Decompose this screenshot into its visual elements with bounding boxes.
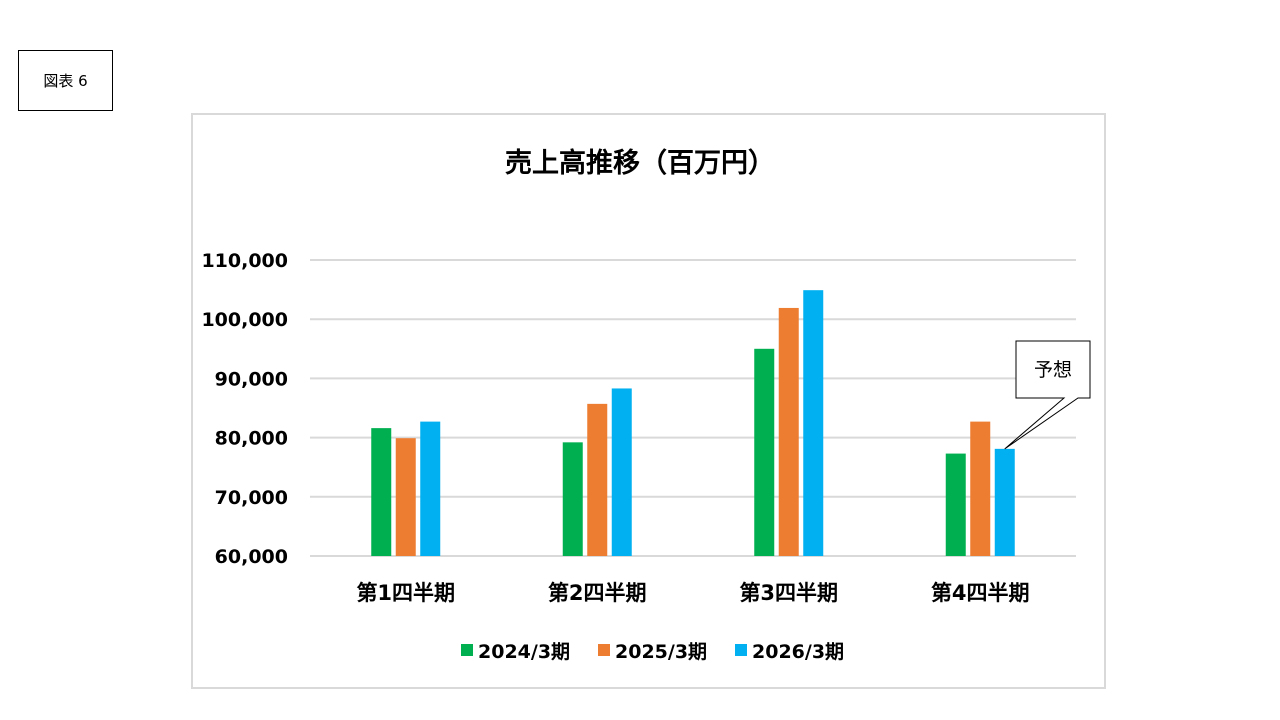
chart-frame <box>191 113 1106 689</box>
x-tick-label: 第4四半期 <box>931 581 1030 605</box>
bar <box>994 448 1015 556</box>
bar <box>754 348 775 556</box>
legend-label: 2024/3期 <box>478 641 570 663</box>
y-tick-label: 110,000 <box>201 250 288 272</box>
x-tick-label: 第2四半期 <box>548 581 647 605</box>
bar <box>420 421 441 556</box>
x-tick-label: 第1四半期 <box>356 581 455 605</box>
bar <box>803 290 824 556</box>
bar <box>562 442 583 556</box>
legend-swatch <box>735 644 747 656</box>
y-tick-label: 70,000 <box>215 487 288 509</box>
bar <box>970 421 991 556</box>
y-tick-label: 100,000 <box>201 309 288 331</box>
bar <box>587 403 608 556</box>
annotation-callout <box>1004 340 1091 450</box>
x-tick-label: 第3四半期 <box>739 581 838 605</box>
y-tick-label: 80,000 <box>215 428 288 450</box>
bar <box>945 453 966 556</box>
annotation-text: 予想 <box>1034 359 1072 381</box>
legend-label: 2026/3期 <box>752 641 844 663</box>
bar <box>395 438 416 556</box>
bar <box>371 428 392 556</box>
legend-swatch <box>461 644 473 656</box>
y-tick-label: 60,000 <box>215 546 288 568</box>
bar <box>778 307 799 556</box>
bar <box>611 388 632 556</box>
figure-label: 図表 6 <box>18 50 113 111</box>
y-tick-label: 90,000 <box>215 368 288 390</box>
legend-swatch <box>598 644 610 656</box>
legend-label: 2025/3期 <box>615 641 707 663</box>
chart-title: 売上高推移（百万円） <box>505 147 775 179</box>
